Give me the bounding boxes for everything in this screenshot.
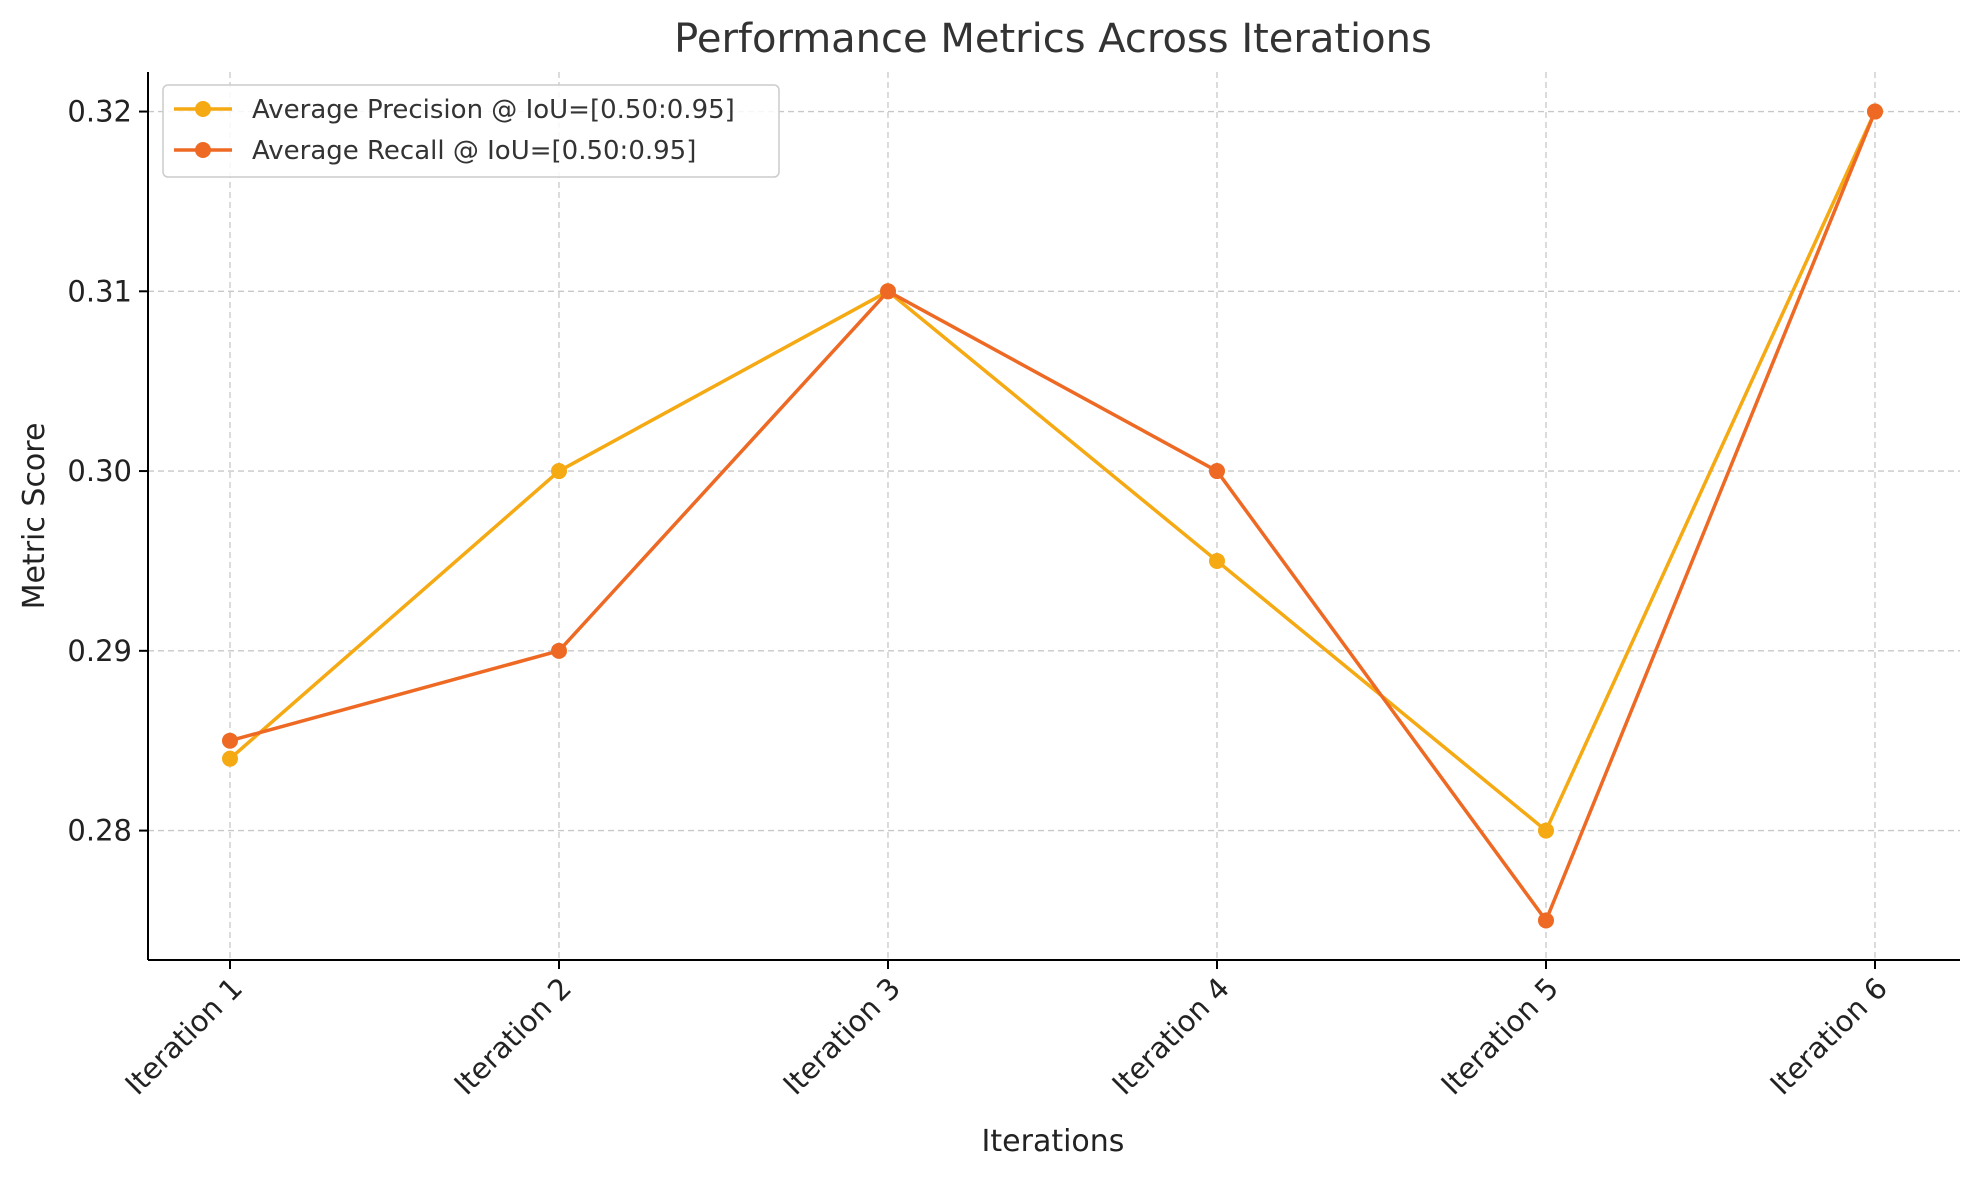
y-axis-label: Metric Score [17,423,52,610]
data-point-recall [222,732,238,749]
axes-layer [147,72,1960,961]
data-point-precision [1209,552,1225,569]
grid-layer [148,72,1960,960]
y-tick-label: 0.30 [67,454,132,488]
legend: Average Precision @ IoU=[0.50:0.95] Aver… [162,84,780,178]
data-point-recall [1538,912,1554,929]
series-line-precision [228,110,1877,833]
legend-marker-precision [195,101,211,117]
data-point-precision [551,463,567,480]
data-point-recall [880,283,896,300]
legend-label-precision: Average Precision @ IoU=[0.50:0.95] [252,95,735,125]
legend-frame [162,84,780,178]
legend-label-recall: Average Recall @ IoU=[0.50:0.95] [252,136,696,166]
x-tick-label: Iteration 5 [1434,971,1565,1102]
x-tick-label: Iteration 4 [1105,971,1236,1102]
y-tick-label: 0.29 [67,634,132,668]
x-tick-label: Iteration 2 [447,971,578,1102]
x-tick-label: Iteration 6 [1763,971,1894,1102]
data-point-recall [1867,103,1883,120]
ticks-layer: Iteration 1 Iteration 2 Iteration 3 Iterati… [67,95,1894,1102]
x-tick-label: Iteration 3 [776,971,907,1102]
y-tick-label: 0.32 [67,95,132,129]
data-point-recall [551,642,567,659]
y-tick-label: 0.31 [67,274,132,308]
x-tick-label: Iteration 1 [118,971,249,1102]
series-layer [222,103,1883,929]
data-point-recall [1209,463,1225,480]
x-axis-label: Iterations [982,1124,1125,1159]
chart-title: Performance Metrics Across Iterations [674,16,1432,62]
series-line-recall [229,110,1877,923]
data-point-precision [1538,822,1554,839]
data-point-precision [222,750,238,767]
y-tick-label: 0.28 [67,814,132,848]
legend-marker-recall [195,142,211,158]
